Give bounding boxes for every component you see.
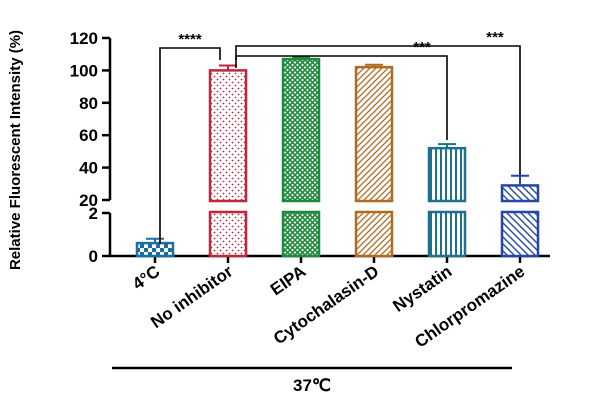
y-tick-label: 2: [89, 204, 98, 223]
category-label: Nystatin: [389, 262, 455, 316]
bar-layer: [135, 56, 540, 258]
bar-group: [208, 64, 248, 258]
bar-group: [427, 143, 467, 258]
group-label: 37℃: [293, 376, 331, 395]
bar-lower-segment: [354, 210, 394, 258]
y-tick-label: 80: [79, 94, 98, 113]
bracket-line: [159, 47, 221, 244]
significance-layer: **** ******: [159, 29, 521, 244]
significance-bracket: ***: [235, 29, 521, 175]
category-label: No inhibitor: [147, 261, 236, 331]
y-axis-label: Relative Fluorescent Intensity (%): [7, 30, 24, 270]
bar-group: [500, 174, 540, 258]
y-tick-label: 40: [79, 159, 98, 178]
bar-lower-segment: [281, 210, 321, 258]
bar: [135, 241, 175, 258]
bracket-line: [235, 45, 521, 175]
y-tick-label: 0: [89, 247, 98, 266]
significance-label: ****: [178, 31, 202, 48]
bar-upper-segment: [281, 57, 321, 203]
significance-label: ***: [486, 29, 504, 46]
bar-group: [354, 63, 394, 258]
y-tick-label: 60: [79, 126, 98, 145]
bar-upper-segment: [354, 65, 394, 203]
significance-bracket: ****: [159, 31, 221, 244]
bracket-line: [235, 55, 448, 140]
y-tick-label: 20: [79, 191, 98, 210]
bar-group: [281, 56, 321, 258]
y-tick-label: 120: [70, 29, 98, 48]
bar-lower-segment: [208, 210, 248, 258]
significance-label: ***: [413, 39, 431, 56]
bar-lower-segment: [500, 210, 540, 258]
y-tick-label: 100: [70, 61, 98, 80]
category-label: EIPA: [267, 262, 309, 300]
bar-upper-segment: [208, 69, 248, 203]
axis-layer: 20 40 60 80 100 120 0 2 Relative Fluorescent Int…: [7, 29, 550, 270]
significance-bracket: ***: [235, 39, 448, 140]
category-label: 4°C: [129, 262, 163, 294]
bar-lower-segment: [427, 210, 467, 258]
bar-group: [135, 237, 175, 258]
bar-upper-segment: [427, 146, 467, 203]
bar-upper-segment: [500, 184, 540, 203]
